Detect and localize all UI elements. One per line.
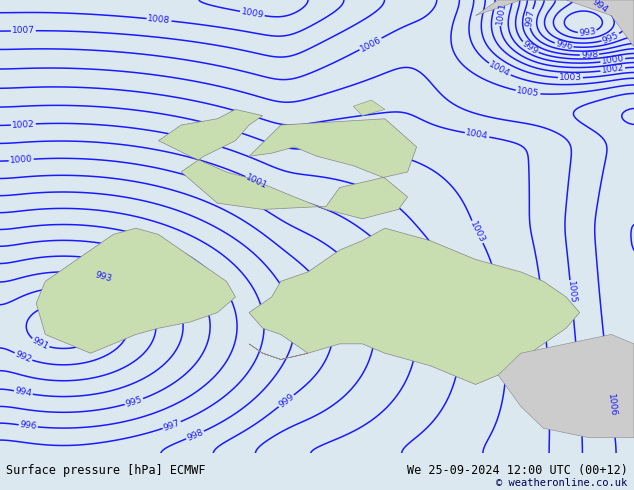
Text: 1009: 1009: [240, 7, 264, 20]
Text: 1001: 1001: [495, 1, 508, 25]
Text: 1004: 1004: [465, 128, 489, 141]
Text: 1006: 1006: [358, 35, 383, 53]
Text: 1006: 1006: [605, 393, 618, 416]
Text: 1005: 1005: [566, 281, 577, 304]
Text: 992: 992: [14, 349, 33, 364]
Text: 1008: 1008: [147, 14, 171, 25]
Polygon shape: [353, 100, 385, 116]
Text: 1001: 1001: [245, 173, 269, 191]
Text: 998: 998: [185, 427, 205, 442]
Polygon shape: [36, 228, 235, 353]
Text: 995: 995: [601, 30, 621, 46]
Text: 1005: 1005: [516, 86, 540, 98]
Text: 997: 997: [162, 418, 181, 432]
Text: 994: 994: [14, 387, 32, 398]
Text: 995: 995: [124, 395, 143, 409]
Text: 999: 999: [276, 392, 296, 410]
Text: We 25-09-2024 12:00 UTC (00+12): We 25-09-2024 12:00 UTC (00+12): [407, 465, 628, 477]
Text: Surface pressure [hPa] ECMWF: Surface pressure [hPa] ECMWF: [6, 465, 206, 477]
Polygon shape: [476, 0, 634, 47]
Polygon shape: [498, 335, 634, 438]
Polygon shape: [249, 228, 579, 385]
Text: 1000: 1000: [10, 155, 33, 165]
Text: © weatheronline.co.uk: © weatheronline.co.uk: [496, 478, 628, 488]
Text: 1002: 1002: [601, 64, 624, 75]
Text: 1003: 1003: [468, 220, 486, 244]
Text: 993: 993: [94, 270, 113, 284]
Text: 1002: 1002: [11, 120, 35, 129]
Text: 996: 996: [19, 420, 37, 431]
Polygon shape: [158, 109, 417, 219]
Text: 1000: 1000: [601, 54, 624, 67]
Text: 997: 997: [524, 9, 536, 27]
Text: 999: 999: [521, 39, 540, 56]
Text: 993: 993: [578, 27, 597, 38]
Text: 1004: 1004: [488, 60, 512, 79]
Text: 991: 991: [30, 336, 50, 351]
Text: 1007: 1007: [12, 26, 35, 35]
Text: 1003: 1003: [559, 74, 582, 82]
Text: 996: 996: [555, 39, 573, 51]
Text: 998: 998: [581, 50, 598, 60]
Text: 994: 994: [590, 0, 610, 15]
